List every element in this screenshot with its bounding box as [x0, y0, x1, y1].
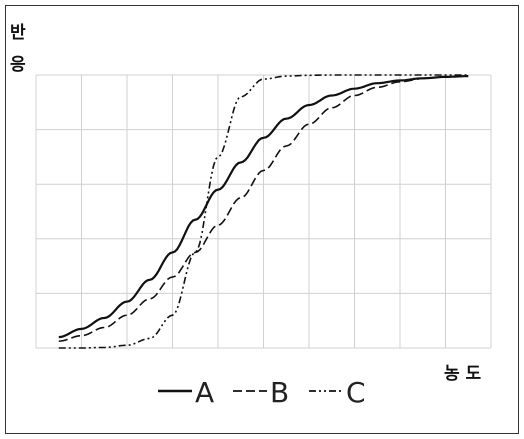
x-axis-label: 농 도 — [444, 364, 482, 384]
series-line-b — [58, 75, 469, 342]
y-axis-label-1: 반 — [10, 23, 26, 43]
series-line-a — [58, 74, 469, 339]
legend-label-a: A — [195, 376, 214, 409]
chart-frame: A B C 반 응 농 도 — [5, 5, 519, 434]
y-axis-label-2: 응 — [10, 55, 26, 75]
series-line-c — [58, 74, 469, 349]
chart-svg: A B C — [35, 74, 492, 409]
legend-label-b: B — [270, 376, 289, 409]
legend-label-c: C — [346, 376, 366, 409]
